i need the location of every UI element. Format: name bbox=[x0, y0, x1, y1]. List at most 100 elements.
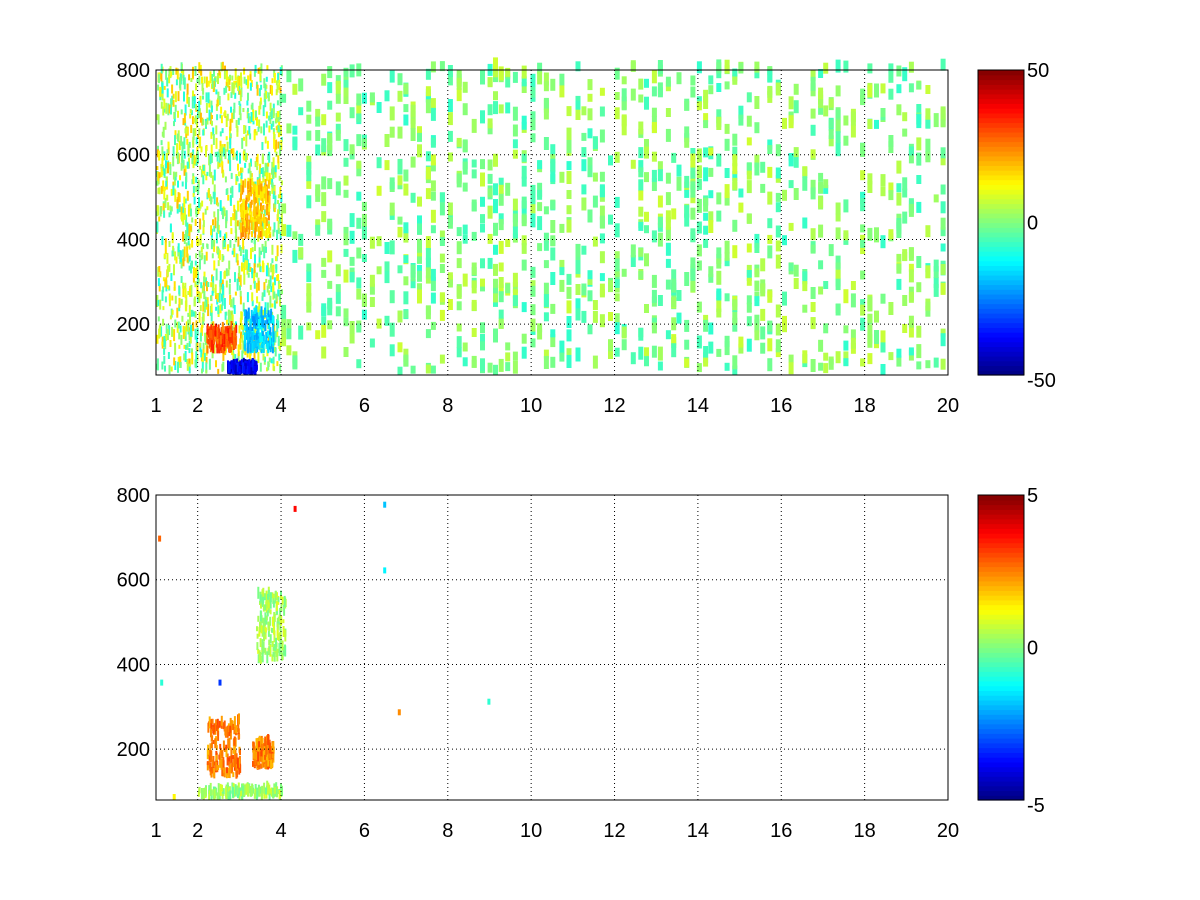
heatmap-cell bbox=[343, 79, 349, 90]
heatmap-cell bbox=[184, 128, 187, 134]
heatmap-cell bbox=[218, 679, 222, 686]
colorbar-swatch bbox=[978, 771, 1024, 777]
heatmap-cell bbox=[850, 124, 856, 138]
heatmap-cell bbox=[247, 107, 249, 112]
heatmap-cell bbox=[566, 171, 572, 184]
heatmap-cell bbox=[280, 137, 283, 143]
heatmap-cell bbox=[566, 161, 572, 171]
heatmap-cell bbox=[222, 284, 224, 296]
heatmap-cell bbox=[746, 338, 752, 352]
heatmap-cell bbox=[754, 162, 760, 176]
heatmap-cell bbox=[902, 188, 908, 198]
heatmap-cell bbox=[269, 112, 272, 118]
heatmap-cell bbox=[566, 127, 572, 141]
heatmap-cell bbox=[274, 597, 277, 604]
heatmap-cell bbox=[543, 108, 549, 120]
heatmap-cell bbox=[225, 116, 228, 127]
heatmap-cell bbox=[234, 272, 236, 283]
heatmap-cell bbox=[621, 76, 627, 85]
heatmap-cell bbox=[159, 72, 162, 80]
heatmap-cell bbox=[210, 238, 213, 250]
heatmap-cell bbox=[206, 762, 209, 771]
heatmap-cell bbox=[708, 167, 714, 177]
heatmap-cell bbox=[159, 86, 162, 97]
heatmap-cell bbox=[167, 162, 169, 174]
heatmap-cell bbox=[209, 790, 212, 797]
heatmap-cell bbox=[182, 330, 185, 339]
heatmap-cell bbox=[199, 305, 202, 312]
heatmap-cell bbox=[767, 139, 773, 150]
heatmap-cell bbox=[215, 725, 218, 732]
heatmap-cell bbox=[217, 202, 220, 207]
heatmap-cell bbox=[218, 341, 221, 349]
heatmap-cell bbox=[185, 177, 187, 190]
heatmap-cell bbox=[177, 180, 179, 188]
heatmap-cell bbox=[690, 165, 696, 179]
heatmap-cell bbox=[257, 586, 260, 599]
heatmap-cell bbox=[273, 643, 276, 650]
heatmap-cell bbox=[258, 741, 261, 748]
heatmap-cell bbox=[191, 260, 193, 269]
heatmap-cell bbox=[197, 278, 200, 284]
x-tick-label: 4 bbox=[275, 395, 286, 417]
heatmap-cell bbox=[614, 258, 620, 272]
heatmap-cell bbox=[782, 189, 787, 201]
heatmap-cell bbox=[193, 117, 196, 123]
heatmap-cell bbox=[581, 184, 587, 195]
heatmap-cell bbox=[487, 257, 493, 269]
heatmap-cell bbox=[214, 217, 217, 229]
heatmap-cell bbox=[243, 220, 246, 230]
heatmap-cell bbox=[940, 184, 946, 195]
heatmap-cell bbox=[843, 289, 849, 304]
heatmap-cell bbox=[251, 332, 254, 344]
heatmap-cell bbox=[262, 205, 265, 210]
heatmap-cell bbox=[425, 99, 431, 114]
heatmap-cell bbox=[908, 263, 914, 272]
heatmap-cell bbox=[267, 235, 270, 242]
heatmap-cell bbox=[369, 297, 375, 307]
heatmap-cell bbox=[254, 110, 257, 118]
heatmap-cell bbox=[239, 274, 242, 287]
heatmap-cell bbox=[665, 192, 671, 206]
heatmap-cell bbox=[471, 169, 477, 179]
heatmap-cell bbox=[410, 118, 416, 130]
heatmap-cell bbox=[498, 284, 504, 296]
heatmap-cell bbox=[182, 74, 185, 85]
colorbar-tick-label: 50 bbox=[1027, 60, 1049, 82]
colorbar-swatch bbox=[978, 514, 1024, 520]
heatmap-cell bbox=[621, 268, 627, 277]
heatmap-cell bbox=[233, 204, 236, 212]
heatmap-cell bbox=[818, 260, 824, 270]
heatmap-cell bbox=[543, 72, 549, 86]
heatmap-cell bbox=[908, 315, 914, 328]
heatmap-cell bbox=[165, 102, 168, 114]
heatmap-cell bbox=[621, 326, 627, 339]
heatmap-cell bbox=[644, 253, 649, 267]
heatmap-cell bbox=[550, 235, 556, 247]
heatmap-cell bbox=[665, 108, 671, 117]
heatmap-cell bbox=[245, 219, 248, 232]
heatmap-cell bbox=[256, 328, 259, 334]
heatmap-cell bbox=[181, 315, 184, 322]
colorbar-swatch bbox=[978, 322, 1024, 328]
heatmap-cell bbox=[227, 725, 230, 737]
heatmap-cell bbox=[215, 268, 218, 281]
heatmap-cell bbox=[321, 114, 327, 126]
heatmap-cell bbox=[227, 361, 230, 370]
heatmap-cell bbox=[335, 264, 341, 277]
heatmap-cell bbox=[234, 750, 237, 759]
heatmap-cell bbox=[173, 188, 176, 195]
heatmap-cell bbox=[343, 226, 349, 236]
heatmap-cell bbox=[215, 103, 218, 111]
heatmap-cell bbox=[240, 369, 243, 374]
heatmap-cell bbox=[158, 325, 161, 338]
heatmap-cell bbox=[621, 88, 627, 102]
heatmap-cell bbox=[724, 81, 730, 90]
heatmap-cell bbox=[232, 82, 235, 95]
heatmap-cell bbox=[902, 249, 908, 262]
heatmap-cell bbox=[189, 152, 192, 158]
heatmap-cell bbox=[160, 185, 163, 194]
heatmap-cell bbox=[690, 86, 696, 98]
heatmap-cell bbox=[860, 170, 866, 181]
